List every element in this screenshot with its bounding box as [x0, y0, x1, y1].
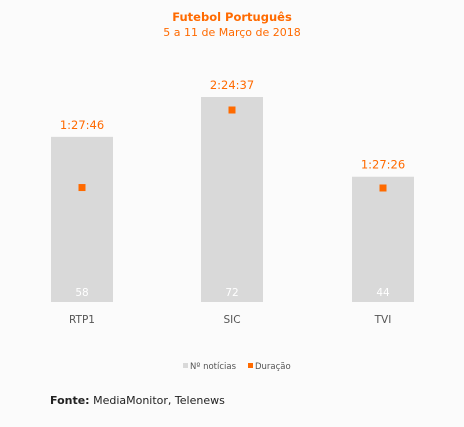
count-label-tvi: 44: [376, 287, 390, 299]
chart-subtitle: 5 a 11 de Março de 2018: [163, 26, 301, 39]
bar-rtp1: [51, 136, 113, 302]
category-label-tvi: TVI: [374, 314, 392, 326]
source-text: MediaMonitor, Telenews: [93, 394, 225, 407]
legend: Nº notícias Duração: [183, 362, 291, 372]
bar-sic: [201, 97, 263, 302]
bars-group: 58 1:27:46 RTP1 72 2:24:37 SIC 44 1:27:26 TVI: [51, 78, 414, 326]
chart-title: Futebol Português: [172, 10, 292, 24]
count-label-rtp1: 58: [75, 287, 88, 299]
legend-label-0: Nº notícias: [190, 362, 237, 372]
bar-tvi: [352, 176, 414, 302]
duration-marker-tvi: [379, 184, 387, 192]
category-label-rtp1: RTP1: [69, 314, 95, 326]
duration-label-tvi: 1:27:26: [361, 158, 405, 172]
category-label-sic: SIC: [223, 314, 240, 326]
source-prefix: Fonte:: [50, 394, 90, 407]
legend-swatch-1: [248, 363, 253, 368]
duration-marker-sic: [228, 106, 236, 114]
duration-label-rtp1: 1:27:46: [60, 118, 104, 132]
duration-marker-rtp1: [78, 184, 86, 192]
legend-label-1: Duração: [255, 362, 291, 372]
duration-label-sic: 2:24:37: [210, 78, 254, 92]
source-note: Fonte: MediaMonitor, Telenews: [50, 394, 225, 407]
legend-swatch-0: [183, 363, 188, 368]
count-label-sic: 72: [225, 287, 238, 299]
